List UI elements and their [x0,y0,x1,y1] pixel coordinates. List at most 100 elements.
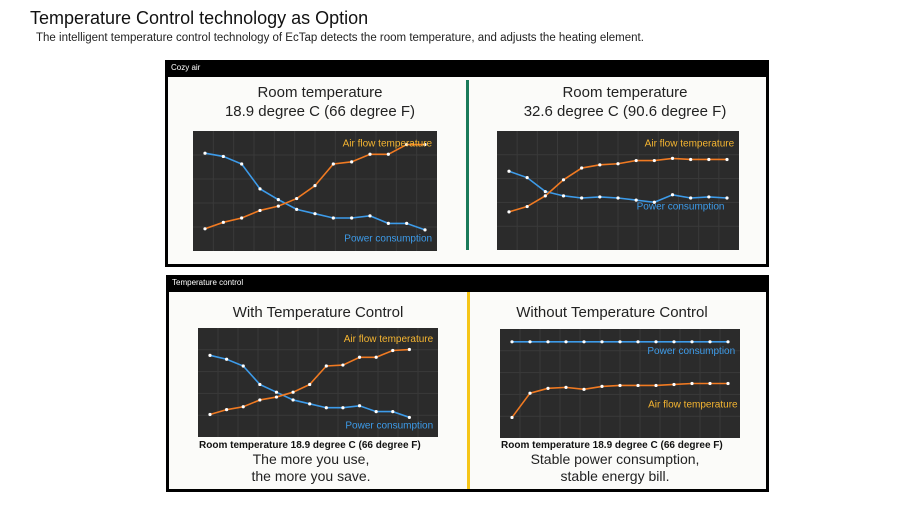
data-point [708,340,712,344]
data-point [324,364,328,368]
data-point [726,340,730,344]
chart-2: Air flow temperature Power consumption [497,131,739,250]
slogan: Stable power consumption, stable energy … [530,451,700,484]
data-point [546,340,550,344]
data-point [600,340,604,344]
data-point [618,383,622,388]
data-point [726,381,730,386]
data-point [258,208,262,213]
data-point [690,381,694,386]
chart-4: Power consumption Air flow temperature [500,329,740,438]
data-point [241,364,245,368]
data-point [405,221,409,225]
data-point [564,385,568,389]
divider [466,80,469,250]
chart-title: Room temperature 32.6 degree C (90.6 deg… [523,84,727,120]
data-point [386,221,390,225]
legend-power: Power consumption [637,202,725,213]
data-point [368,214,372,218]
data-point [407,415,411,420]
legend-power: Power consumption [344,233,432,244]
data-point [313,184,317,188]
data-point [221,154,225,159]
data-point [241,405,245,409]
data-point [274,390,279,394]
data-point [690,340,694,344]
data-point [725,157,729,162]
data-point [341,363,345,367]
data-point [546,386,550,390]
chart-caption: Room temperature 18.9 degree C (66 degre… [199,440,421,451]
data-point [652,200,656,204]
data-point [276,198,280,202]
data-point [725,196,729,200]
data-point [528,340,532,344]
data-point [636,340,640,344]
data-point [225,357,229,361]
data-point [564,340,568,344]
data-point [670,156,675,160]
data-point [423,228,427,232]
data-point [391,410,395,414]
data-point [672,340,676,344]
data-point [543,189,547,194]
legend-power: Power consumption [345,420,433,431]
data-point [295,207,299,211]
data-point [510,415,514,420]
data-point [507,210,511,214]
data-point [580,196,584,200]
data-point [543,194,547,198]
data-point [258,398,262,402]
data-point [510,340,514,344]
data-point [407,347,411,352]
data-point [405,142,409,147]
data-point [350,160,354,164]
data-point [374,355,378,359]
data-point [221,220,225,224]
data-point [274,395,279,399]
data-point [341,406,345,410]
data-point [276,204,280,208]
data-point [689,196,693,200]
data-point [324,406,328,410]
data-point [423,142,427,147]
legend-power: Power consumption [647,346,735,357]
data-point [616,196,620,200]
data-point [528,391,532,395]
panel-header: Temperature control [172,278,244,287]
chart-3: Air flow temperature Power consumption [198,328,438,437]
divider [467,292,470,489]
data-point [598,163,602,167]
data-point [291,398,295,402]
chart-title: Room temperature 18.9 degree C (66 degre… [224,84,416,120]
data-point [258,187,262,191]
chart-caption: Room temperature 18.9 degree C (66 degre… [501,440,723,451]
data-point [634,158,638,163]
data-point [331,162,335,166]
data-point [616,162,620,166]
data-point [654,340,658,344]
legend-air-flow: Air flow temperature [344,334,434,345]
data-point [689,157,693,162]
slide-subtitle: The intelligent temperature control tech… [36,32,644,44]
data-point [240,162,244,166]
data-point [308,402,312,406]
data-point [225,408,229,412]
chart-title: Without Temperature Control [516,304,708,321]
data-point [707,195,711,199]
data-point [331,216,335,220]
data-point [258,382,262,387]
data-point [203,151,207,155]
data-point [670,193,675,197]
data-point [598,195,602,199]
data-point [357,355,362,359]
data-point [600,384,604,389]
data-point [580,166,584,170]
legend-air-flow: Air flow temperature [648,399,738,410]
data-point [708,381,712,386]
data-point [672,382,676,387]
data-point [208,353,212,357]
data-point [386,152,390,156]
data-point [240,216,244,220]
legend-air-flow: Air flow temperature [645,138,735,149]
